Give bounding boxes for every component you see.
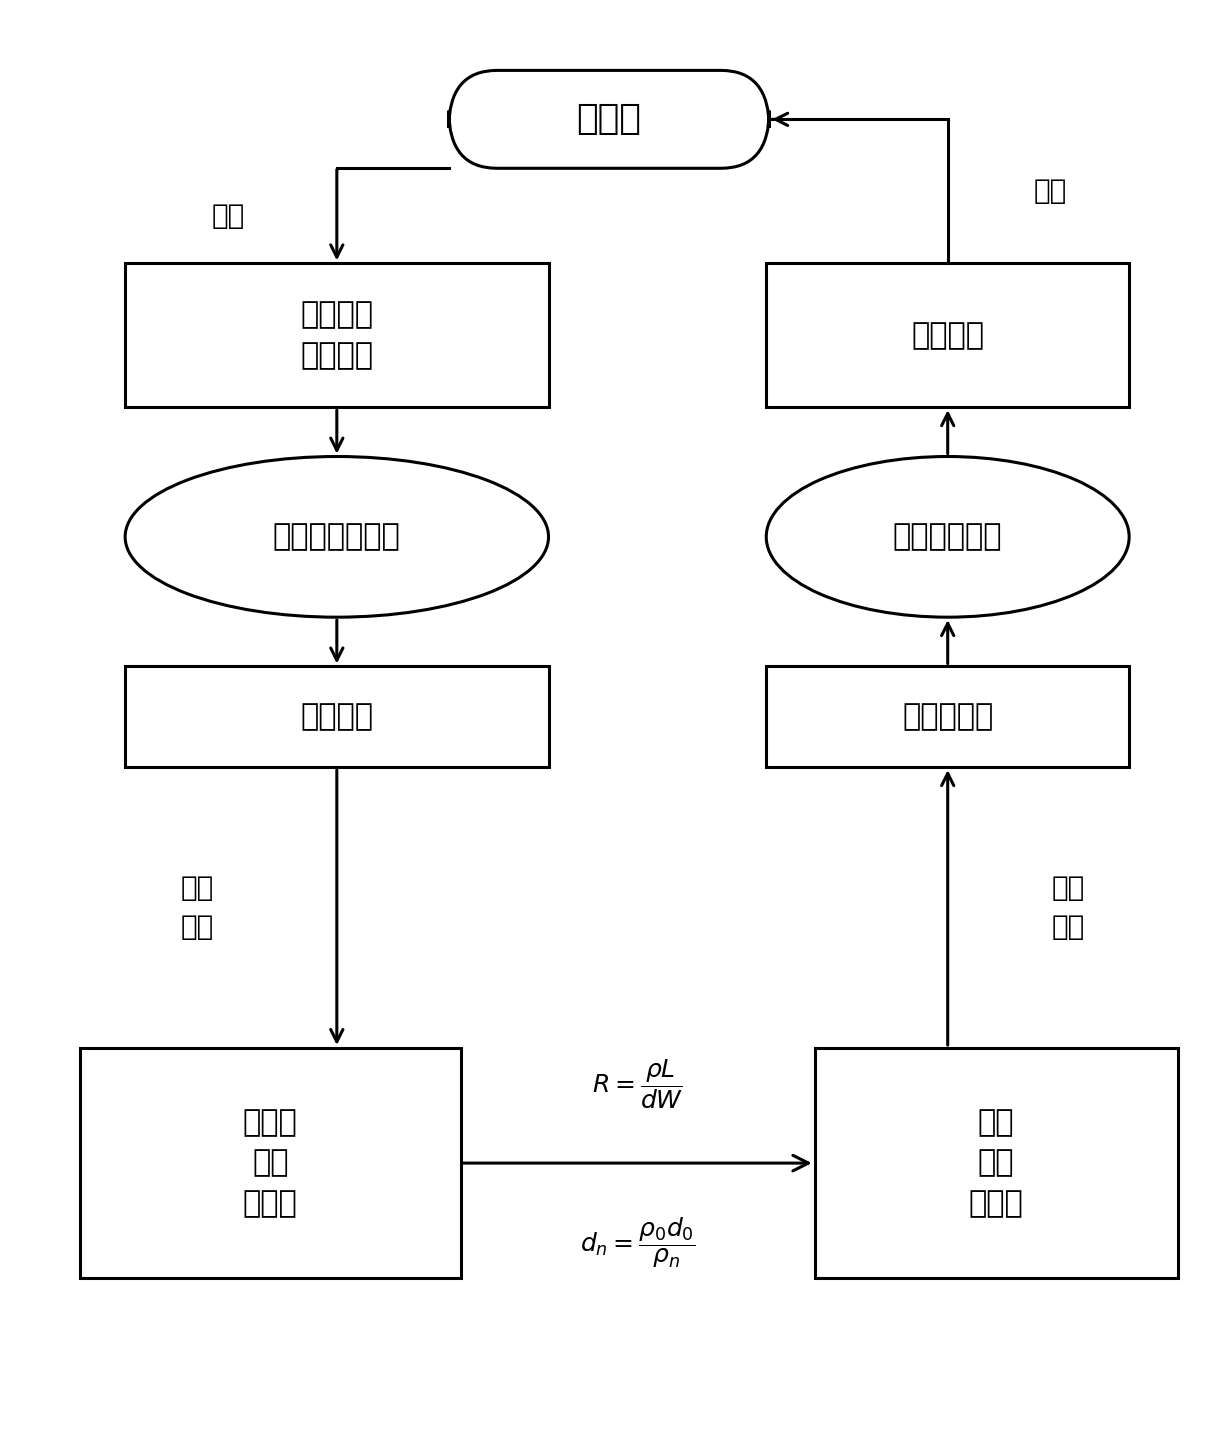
Text: 渐进损伤理论: 渐进损伤理论 <box>893 523 1002 552</box>
Text: 产生局部
未知损伤: 产生局部 未知损伤 <box>301 301 374 371</box>
Bar <box>125 264 548 407</box>
Text: 损伤
表征: 损伤 表征 <box>181 875 214 941</box>
Text: 厕度
分布
不均匀: 厕度 分布 不均匀 <box>968 1108 1023 1218</box>
Text: 有限元模型: 有限元模型 <box>903 702 994 731</box>
Bar <box>766 264 1129 407</box>
Text: 强度分析: 强度分析 <box>911 321 984 350</box>
Bar <box>815 1048 1178 1279</box>
Ellipse shape <box>125 456 548 617</box>
Bar <box>79 1048 460 1279</box>
Text: 损伤监测: 损伤监测 <box>301 702 374 731</box>
Text: 结构件: 结构件 <box>576 103 642 136</box>
Ellipse shape <box>766 456 1129 617</box>
Bar <box>125 666 548 767</box>
Bar <box>766 666 1129 767</box>
Text: 预测: 预测 <box>1034 177 1067 206</box>
Text: $R = \dfrac{\rho L}{dW}$: $R = \dfrac{\rho L}{dW}$ <box>592 1057 683 1111</box>
Text: 电阱抗成像技术: 电阱抗成像技术 <box>273 523 401 552</box>
Text: 电阱率
分布
不均匀: 电阱率 分布 不均匀 <box>242 1108 297 1218</box>
FancyBboxPatch shape <box>448 71 770 168</box>
Text: 引入
损伤: 引入 损伤 <box>1052 875 1085 941</box>
Text: 服役: 服役 <box>212 201 245 230</box>
Text: $d_n = \dfrac{\rho_0 d_0}{\rho_n}$: $d_n = \dfrac{\rho_0 d_0}{\rho_n}$ <box>580 1215 695 1270</box>
